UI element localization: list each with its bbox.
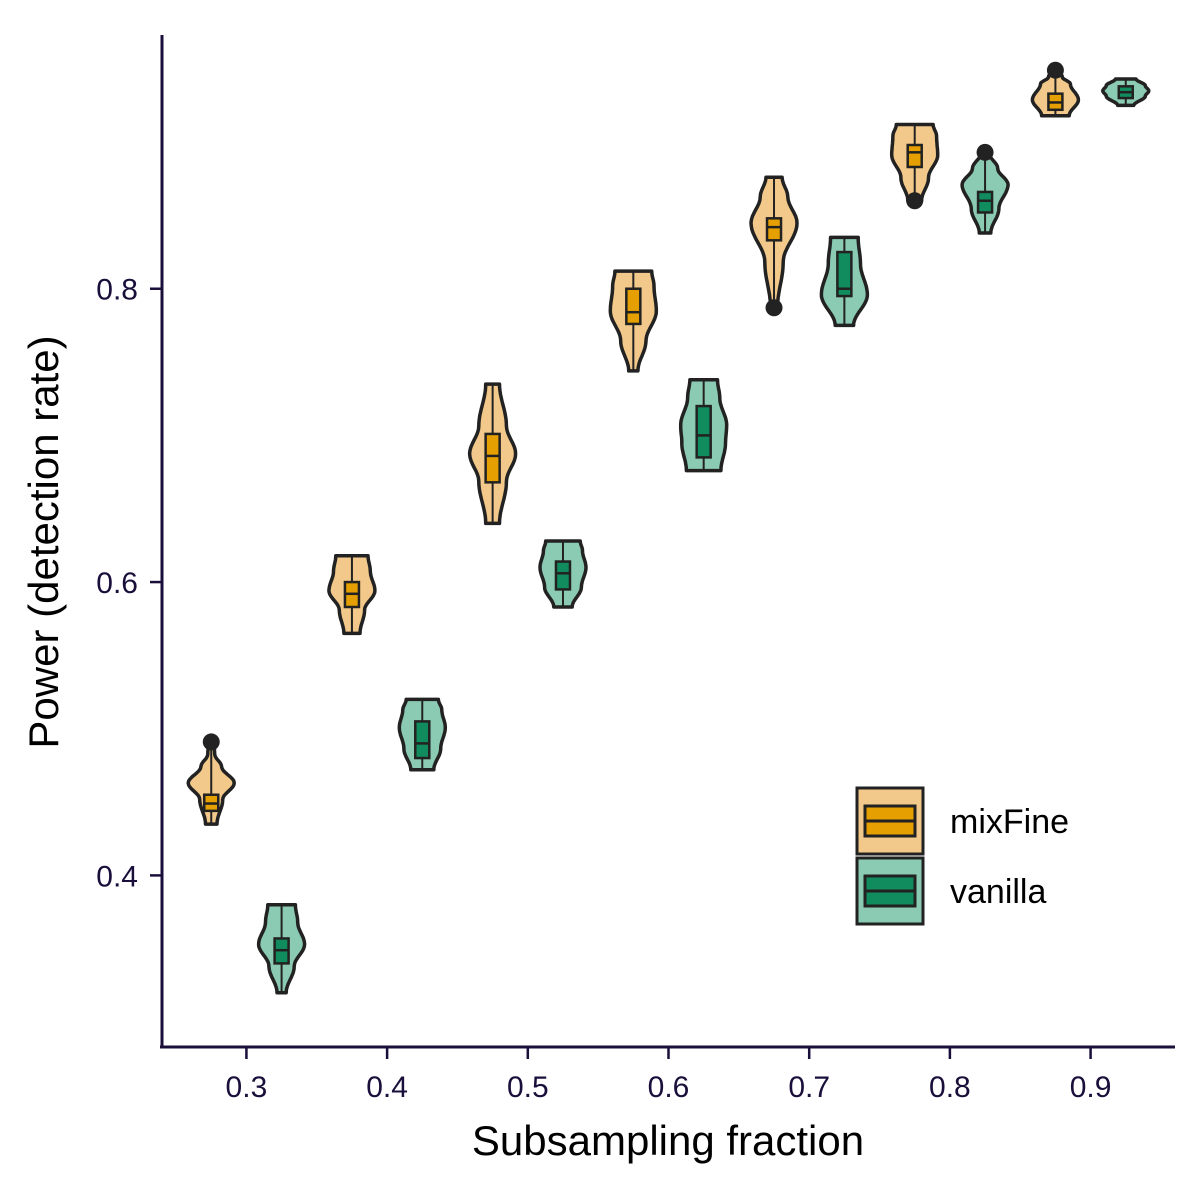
- violin-mixFine-0.275: [186, 733, 236, 826]
- outlier-point: [976, 143, 994, 161]
- violin-mixFine-0.375: [327, 553, 377, 636]
- violin-vanilla-0.725: [819, 235, 870, 328]
- box: [695, 404, 712, 459]
- x-tick-label: 0.3: [226, 1071, 268, 1104]
- x-tick-label: 0.5: [507, 1071, 549, 1104]
- box: [484, 432, 501, 484]
- y-tick-label: 0.6: [96, 567, 138, 600]
- outlier-point: [906, 192, 924, 210]
- violin-mixFine-0.675: [749, 175, 799, 317]
- box: [625, 287, 642, 326]
- x-tick-label: 0.4: [366, 1071, 408, 1104]
- box: [976, 190, 994, 214]
- violin-vanilla-0.525: [538, 539, 588, 609]
- outlier-point: [1046, 61, 1064, 79]
- y-axis-ticks: 0.4 0.6 0.8: [96, 274, 161, 893]
- violin-mixFine-0.575: [608, 269, 659, 373]
- plot-area: [186, 61, 1151, 995]
- violin-vanilla-0.325: [256, 902, 307, 995]
- violin-vanilla-0.825: [960, 143, 1010, 235]
- legend-item-vanilla: vanilla: [855, 856, 1046, 926]
- violin-mixFine-0.775: [889, 122, 940, 210]
- violin-vanilla-0.625: [678, 377, 729, 473]
- violin-vanilla-0.425: [397, 697, 448, 772]
- violin-mixFine-0.875: [1030, 61, 1081, 118]
- x-axis-title: Subsampling fraction: [472, 1117, 864, 1164]
- box: [765, 217, 783, 242]
- x-tick-label: 0.9: [1070, 1071, 1112, 1104]
- legend-item-mixFine: mixFine: [855, 786, 1069, 856]
- legend-label: mixFine: [950, 803, 1069, 841]
- box: [906, 143, 923, 169]
- violin-mixFine-0.475: [467, 382, 518, 526]
- outlier-point: [765, 299, 783, 317]
- x-axis-ticks: 0.3 0.4 0.5 0.6 0.7 0.8 0.9: [226, 1048, 1112, 1104]
- y-tick-label: 0.4: [96, 860, 138, 893]
- x-tick-label: 0.6: [648, 1071, 690, 1104]
- legend: mixFine vanilla: [855, 786, 1069, 926]
- box: [414, 720, 431, 760]
- legend-label: vanilla: [950, 873, 1046, 911]
- x-tick-label: 0.8: [929, 1071, 971, 1104]
- outlier-point: [202, 733, 220, 751]
- x-tick-label: 0.7: [788, 1071, 830, 1104]
- box: [836, 250, 853, 298]
- y-axis-title: Power (detection rate): [20, 335, 67, 748]
- box: [554, 560, 572, 591]
- violin-vanilla-0.925: [1101, 77, 1151, 108]
- y-tick-label: 0.8: [96, 274, 138, 307]
